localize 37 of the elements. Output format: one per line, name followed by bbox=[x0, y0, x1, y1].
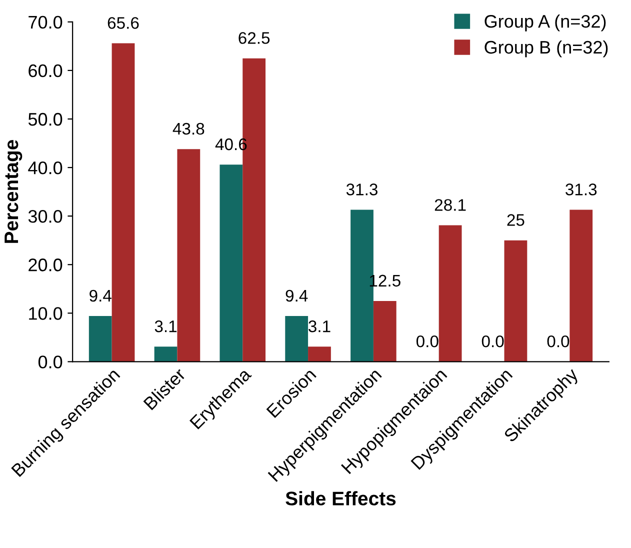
y-tick-label: 60.0 bbox=[28, 64, 62, 78]
bar bbox=[154, 346, 178, 362]
data-label: 31.3 bbox=[566, 184, 597, 196]
data-label: 9.4 bbox=[90, 290, 112, 302]
bar bbox=[285, 316, 308, 362]
y-tick-label: 50.0 bbox=[28, 112, 62, 126]
data-label: 25 bbox=[507, 214, 524, 226]
data-label: 3.1 bbox=[308, 320, 330, 332]
data-label: 43.8 bbox=[172, 122, 204, 135]
bar bbox=[570, 210, 593, 362]
data-label: 65.6 bbox=[108, 17, 139, 29]
bar bbox=[504, 240, 528, 362]
y-tick-label: 30.0 bbox=[28, 210, 62, 223]
data-label: 0.0 bbox=[416, 335, 438, 348]
data-label: 0.0 bbox=[547, 335, 570, 348]
y-tick-label: 40.0 bbox=[28, 161, 62, 174]
legend-label: Group A (n=32) bbox=[484, 14, 606, 32]
data-label: 62.5 bbox=[238, 32, 270, 44]
x-axis-title: Side Effects bbox=[286, 491, 396, 506]
data-label: 3.1 bbox=[154, 320, 177, 332]
data-label: 31.3 bbox=[346, 184, 378, 196]
data-label: 9.4 bbox=[286, 290, 308, 302]
bar bbox=[112, 43, 135, 362]
bar bbox=[220, 164, 243, 362]
bar bbox=[373, 301, 396, 362]
bar bbox=[88, 316, 112, 362]
bar bbox=[308, 346, 331, 362]
y-tick-label: 70.0 bbox=[28, 16, 62, 29]
y-axis-title: Percentage bbox=[4, 140, 22, 243]
y-tick-label: 10.0 bbox=[29, 307, 62, 320]
legend-label: Group B (n=32) bbox=[484, 40, 608, 58]
bar bbox=[438, 225, 462, 362]
data-label: 28.1 bbox=[434, 199, 466, 211]
y-tick-label: 20.0 bbox=[28, 258, 62, 272]
bar bbox=[177, 149, 200, 362]
data-label: 0.0 bbox=[482, 335, 504, 348]
y-tick-label: 0.0 bbox=[38, 356, 62, 368]
